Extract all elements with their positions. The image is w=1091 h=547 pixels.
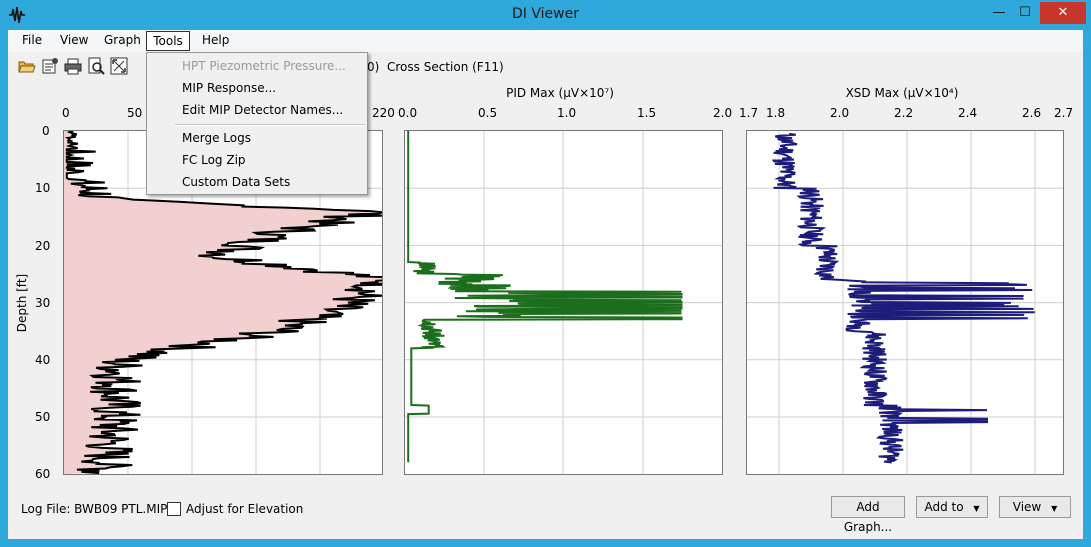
- maximize-button[interactable]: ☐: [1019, 5, 1031, 20]
- print-preview-icon[interactable]: [87, 57, 105, 75]
- view-button[interactable]: View ▼: [999, 496, 1071, 518]
- view-label: View: [1012, 500, 1042, 514]
- hpt-fill-area: [64, 131, 382, 474]
- menu-view[interactable]: View: [60, 33, 89, 47]
- graph3-xtick: 1.8: [766, 106, 786, 120]
- graph1-xtick: 50: [127, 106, 143, 120]
- graph1-ytick: 40: [35, 353, 51, 367]
- graph2-xtick: 2.0: [713, 106, 733, 120]
- graph3-xtick: 1.7: [739, 106, 759, 120]
- graph3-xtick: 2.2: [894, 106, 914, 120]
- dropdown-arrow-icon: ▼: [973, 504, 980, 513]
- graph2-xtick: 0.0: [398, 106, 418, 120]
- menu-item-fc-log-zip[interactable]: FC Log Zip: [182, 153, 246, 167]
- pid-trace-line: [407, 131, 683, 463]
- graph-pid-plot: [405, 131, 722, 474]
- graph3-xtick: 2.7: [1054, 106, 1074, 120]
- xsd-axis-title: XSD Max (µV×10⁴): [845, 86, 959, 100]
- menu-separator: [175, 124, 365, 126]
- menu-item-edit-mip-detector[interactable]: Edit MIP Detector Names...: [182, 103, 344, 117]
- menu-tools[interactable]: Tools: [146, 31, 190, 51]
- log-file-label: Log File: BWB09 PTL.MIP: [21, 502, 168, 516]
- graph1-xtick: 0: [62, 106, 70, 120]
- menu-file[interactable]: File: [22, 33, 43, 47]
- open-folder-icon[interactable]: [18, 57, 36, 75]
- xsd-trace-line: [771, 132, 1035, 464]
- menu-item-mip-response[interactable]: MIP Response...: [182, 81, 277, 95]
- graph2-xtick: 1.0: [557, 106, 577, 120]
- graph1-ytick: 10: [35, 181, 51, 195]
- adjust-elevation-label[interactable]: Adjust for Elevation: [186, 502, 304, 516]
- graph2-xtick: 0.5: [478, 106, 498, 120]
- window-title: DI Viewer: [512, 6, 579, 22]
- tools-dropdown-menu: HPT Piezometric Pressure... MIP Response…: [146, 52, 368, 195]
- graph1-xtick: 220: [372, 106, 395, 120]
- graph-pid[interactable]: [404, 130, 723, 475]
- graph1-ytick: 50: [35, 410, 51, 424]
- menu-item-hpt-piezometric: HPT Piezometric Pressure...: [182, 59, 346, 73]
- minimize-button[interactable]: —: [992, 5, 1006, 20]
- add-to-label: Add to: [924, 500, 964, 514]
- depth-axis-label: Depth [ft]: [15, 273, 29, 333]
- print-icon[interactable]: [64, 57, 82, 75]
- graph-xsd[interactable]: [746, 130, 1064, 475]
- app-icon: [9, 6, 25, 24]
- graph2-xtick: 1.5: [637, 106, 657, 120]
- graph1-ytick: 20: [35, 239, 51, 253]
- hpt-trace-line: [64, 131, 382, 474]
- toolbar-partial-text: 0): [367, 60, 380, 74]
- graph3-xtick: 2.6: [1022, 106, 1042, 120]
- title-bar: DI Viewer — ☐ ✕: [0, 0, 1091, 30]
- menu-help[interactable]: Help: [202, 33, 230, 47]
- menu-bar: File View Graph Tools Help: [8, 30, 1083, 52]
- zoom-extents-icon[interactable]: [110, 57, 128, 75]
- graph3-xtick: 2.4: [958, 106, 978, 120]
- menu-item-merge-logs[interactable]: Merge Logs: [182, 131, 251, 145]
- menu-graph[interactable]: Graph: [104, 33, 141, 47]
- graph-xsd-plot: [747, 131, 1063, 474]
- add-to-button[interactable]: Add to ▼: [916, 496, 988, 518]
- dropdown-arrow-icon: ▼: [1051, 504, 1058, 513]
- graph1-ytick: 0: [42, 124, 50, 138]
- add-graph-button[interactable]: Add Graph...: [831, 496, 905, 534]
- graph1-ytick: 30: [35, 296, 51, 310]
- graph1-ytick: 60: [35, 467, 51, 481]
- adjust-elevation-checkbox[interactable]: [167, 502, 181, 516]
- properties-icon[interactable]: [41, 57, 59, 75]
- pid-axis-title: PID Max (µV×10⁷): [506, 86, 614, 100]
- graph3-xtick: 2.0: [830, 106, 850, 120]
- close-button[interactable]: ✕: [1040, 2, 1086, 24]
- menu-item-custom-data-sets[interactable]: Custom Data Sets: [182, 175, 291, 189]
- cross-section-button[interactable]: Cross Section (F11): [387, 60, 504, 74]
